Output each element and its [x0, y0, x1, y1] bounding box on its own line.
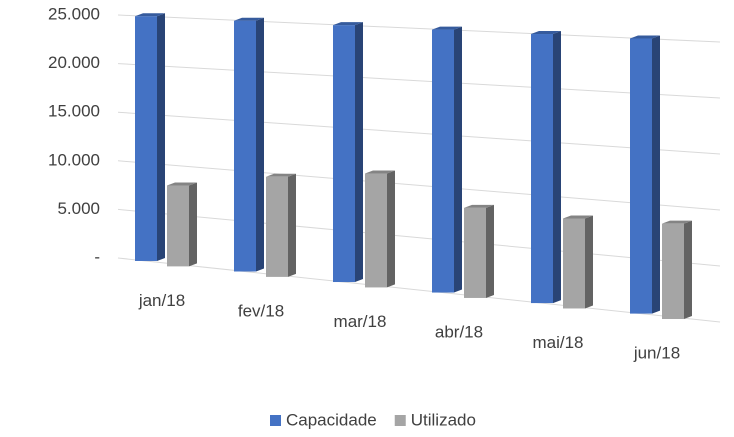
bar-face [256, 17, 264, 272]
legend-label: Utilizado [411, 410, 476, 429]
bar-face [157, 13, 165, 261]
x-tick-label: fev/18 [238, 301, 284, 320]
x-tick-label: mai/18 [532, 333, 583, 352]
bar-face [167, 182, 197, 186]
bar-face [684, 220, 692, 320]
bar [167, 182, 197, 267]
y-tick-label: - [94, 247, 100, 266]
bar [365, 170, 395, 288]
bar-face [288, 173, 296, 277]
bar-face [387, 170, 395, 288]
bar-face [563, 215, 593, 219]
bar-face [432, 26, 462, 30]
x-tick-label: mar/18 [334, 312, 387, 331]
bar-face [135, 13, 165, 17]
bar-face [365, 170, 395, 174]
bar [563, 215, 593, 309]
bar-face [630, 35, 660, 39]
grid-line [117, 63, 721, 99]
bar-face [464, 204, 494, 208]
bar-face [662, 223, 684, 320]
grid-line [117, 257, 721, 323]
bar-face [266, 173, 296, 177]
bar-face [432, 29, 454, 293]
bar [266, 173, 296, 277]
x-tick-label: jun/18 [633, 344, 680, 363]
bar-face [464, 207, 486, 298]
y-tick-label: 5.000 [57, 199, 100, 218]
bar-face [234, 20, 256, 272]
legend-swatch [270, 415, 281, 426]
bar-face [333, 22, 363, 26]
bar-face [167, 185, 189, 267]
legend-label: Capacidade [286, 410, 377, 429]
bar-face [135, 16, 157, 261]
bar-face [454, 26, 462, 293]
y-tick-label: 15.000 [48, 102, 100, 121]
bar-face [266, 176, 288, 277]
bar [432, 26, 462, 293]
bar-face [486, 204, 494, 298]
x-tick-label: jan/18 [138, 291, 185, 310]
bar [662, 220, 692, 320]
legend-swatch [394, 415, 406, 426]
bar [531, 31, 561, 304]
y-tick-label: 20.000 [48, 53, 100, 72]
grid-line [117, 208, 721, 267]
bar [234, 17, 264, 272]
y-tick-label: 10.000 [48, 150, 100, 169]
bar [464, 204, 494, 298]
bar-face [333, 25, 355, 283]
bar-face [563, 218, 585, 309]
grid-line [117, 111, 721, 155]
bar-face [553, 31, 561, 304]
bar-face [585, 215, 593, 309]
y-tick-label: 25.000 [48, 4, 100, 23]
bar-face [630, 38, 652, 314]
bar-face [652, 35, 660, 314]
bar [630, 35, 660, 314]
bar-face [234, 17, 264, 21]
bar-face [662, 220, 692, 224]
grid-line [117, 160, 721, 211]
bar [333, 22, 363, 283]
x-tick-label: abr/18 [435, 322, 483, 341]
bar-face [531, 34, 553, 304]
bar-face [365, 173, 387, 288]
grid-line [117, 14, 721, 43]
bar-face [189, 182, 197, 267]
bar-face [355, 22, 363, 283]
bar [135, 13, 165, 261]
bar-face [531, 31, 561, 35]
